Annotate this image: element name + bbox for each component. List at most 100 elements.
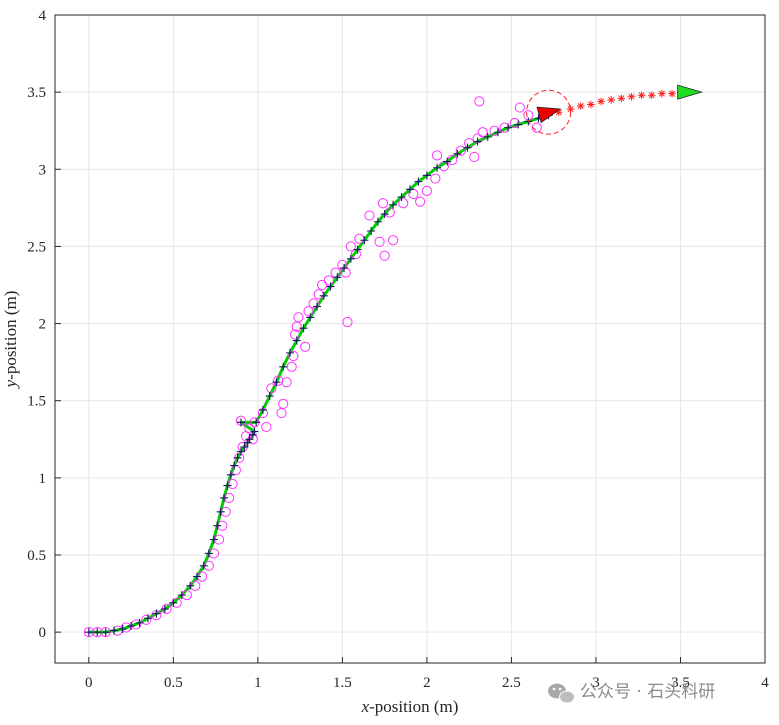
measurement-point [477,127,488,138]
measurement-point [278,398,289,409]
estimate-point [433,163,442,172]
estimate-point [216,507,225,516]
prediction-point [607,96,615,104]
estimate-point [258,405,267,414]
estimate-point [313,302,322,311]
estimate-point [186,581,195,590]
estimate-point [414,177,423,186]
estimate-point [160,605,169,613]
measurement-point [431,150,443,161]
estimate-point [193,572,201,581]
y-axis-label: y-position (m) [1,291,20,390]
x-tick-label: 3 [592,675,600,691]
estimate-point [110,626,119,635]
y-tick-label: 2.5 [27,239,46,255]
estimate-point [245,435,254,444]
estimate-point [213,521,222,530]
prediction-point [647,91,656,100]
prediction-point [668,89,676,98]
estimate-point [406,185,414,194]
watermark: 公众号 · 石头科研 [548,682,715,704]
estimate-point [493,128,502,137]
estimate-point [118,625,127,634]
prediction-point [627,92,636,101]
measurement-point [141,614,152,625]
prediction-point [617,94,626,103]
estimate-point [319,291,328,300]
estimate-point [152,609,161,618]
estimate-point [143,614,152,623]
current-position-marker [536,106,562,124]
current-pose [526,89,572,135]
estimate-point [333,273,342,282]
measurement-point [387,235,399,246]
estimate-point [240,443,249,451]
measurement-point [323,275,334,286]
prediction-point [587,100,595,109]
measurement-point [345,241,356,252]
x-tick-label: 0.5 [164,675,183,691]
estimate-point [353,245,362,254]
estimate-point [514,120,523,129]
estimate-point [397,193,406,202]
measurement-point [303,306,314,317]
estimate-point [226,470,235,479]
y-tick-label: 4 [39,8,47,24]
estimate-point [233,453,242,462]
estimate-point [292,336,301,345]
measurement-point [266,383,277,394]
prediction-point [658,89,666,98]
estimate-point [93,628,102,637]
estimate-point [169,598,178,607]
prediction-point [637,91,646,100]
estimate-path [88,113,550,634]
plot-frame [54,14,766,664]
x-tick-label: 4 [761,675,769,691]
measurement-point [421,185,433,196]
x-tick-label: 2 [423,675,431,691]
estimate-point [346,254,355,263]
estimate-point [373,217,382,226]
watermark-text: 公众号 · 石头科研 [580,682,715,702]
estimate-point [306,313,315,322]
estimate-point [360,236,369,245]
measurement-point [514,102,525,113]
goal-position-marker [677,84,704,100]
measurement-point [374,236,385,247]
x-tick-label: 2.5 [502,675,521,691]
measurement-point [364,210,375,221]
estimate-point [473,137,482,146]
x-tick-label: 1.5 [333,675,352,691]
estimate-point [279,362,288,371]
estimate-point [389,200,398,209]
estimate-point [236,447,245,456]
estimate-point [380,210,389,219]
y-axis-ticks: 0 0.5 1 1.5 2 2.5 3 3.5 4 [27,8,61,641]
estimate-point [367,227,376,235]
y-tick-label: 0 [39,625,47,641]
estimate-point [209,535,218,544]
estimate-point [483,132,492,141]
estimate-point [250,427,259,436]
estimate-point [422,171,431,180]
estimate-point [199,561,208,570]
goal-pose [677,84,704,100]
prediction-point [597,97,605,106]
estimate-point [443,157,452,166]
estimate-point [463,143,472,152]
x-tick-label: 0 [85,675,93,691]
estimate-point [265,392,274,401]
measurement-point [489,125,500,136]
prediction-point [576,102,585,110]
estimate-point [340,264,349,273]
estimate-point [101,628,110,637]
prediction-point [554,108,563,116]
estimate-point [127,621,136,630]
estimate-points [84,111,553,637]
y-tick-label: 3 [39,162,47,178]
measurement-point [291,321,302,332]
measurement-point [379,250,390,261]
measurement-point [398,198,409,209]
measurement-point [469,151,480,163]
